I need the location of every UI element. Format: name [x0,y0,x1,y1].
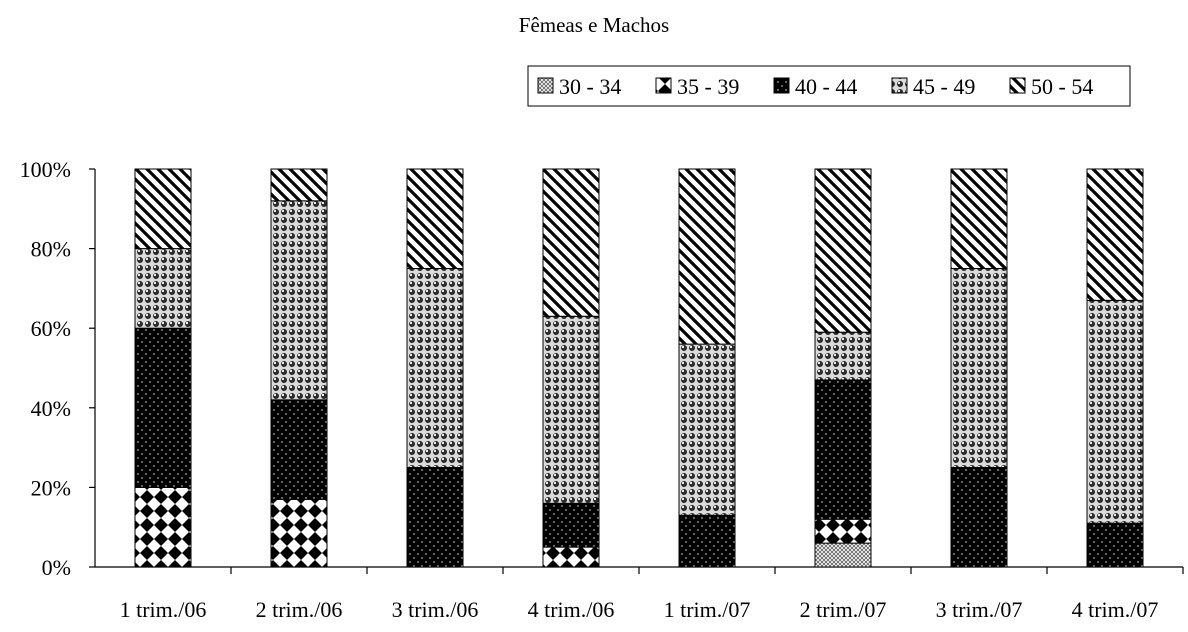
y-tick-label: 60% [31,316,71,341]
legend-label: 30 - 34 [559,74,621,99]
bar-segment [134,248,192,329]
legend-swatch [773,77,790,94]
x-tick-label: 1 trim./07 [664,597,751,622]
bar-segment [406,168,464,269]
x-tick-label: 4 trim./07 [1072,597,1159,622]
bar-segment [1086,299,1144,524]
bar-segment [678,514,736,568]
bar-segment [406,467,464,568]
bar-segment [134,168,192,250]
x-tick-label: 3 trim./06 [392,597,479,622]
legend: 30 - 34 35 - 39 40 - 44 45 - 49 50 - 54 [527,65,1131,107]
bar-segment [1086,168,1144,301]
bar-segment [270,399,328,500]
bar-segment [814,379,872,520]
bar-segment [814,542,872,568]
bar-segment [134,486,192,568]
bar-segment [814,518,872,544]
chart-title: Fêmeas e Machos [519,13,669,37]
legend-label: 50 - 54 [1031,74,1093,99]
bar-segment [542,546,600,568]
legend-swatch [891,77,908,94]
bar-segment [678,168,736,345]
bar-segment [270,200,328,401]
plot-area: 0% 20% 40% 60% 80% 100% 1 trim./06 2 trim./06 3 … [20,157,1184,622]
bar-segment [542,502,600,548]
legend-box [527,65,1131,107]
bar-segment [814,331,872,381]
bar-segment [270,168,328,202]
bar-segment [814,168,872,333]
bar-segment [950,168,1008,269]
bar-segment [542,315,600,504]
x-tick-label: 2 trim./06 [256,597,343,622]
y-tick-label: 0% [42,555,71,580]
x-tick-label: 3 trim./07 [936,597,1023,622]
x-tick-label: 4 trim./06 [528,597,615,622]
bar-segment [1086,522,1144,568]
legend-swatch [655,77,672,94]
bar-segment [406,268,464,468]
x-tick-label: 1 trim./06 [120,597,207,622]
bar-segment [134,327,192,488]
legend-label: 45 - 49 [913,74,975,99]
bar-segment [270,498,328,568]
legend-label: 40 - 44 [795,74,857,99]
legend-swatch [1009,77,1026,94]
bar-segment [950,467,1008,568]
legend-swatch [537,77,554,94]
y-tick-label: 100% [20,157,71,182]
bar-segment [678,343,736,516]
x-tick-label: 2 trim./07 [800,597,887,622]
y-tick-label: 20% [31,475,71,500]
y-tick-label: 80% [31,237,71,262]
bar-segment [950,268,1008,468]
bar-segment [542,168,600,317]
legend-label: 35 - 39 [677,74,739,99]
y-tick-label: 40% [31,396,71,421]
